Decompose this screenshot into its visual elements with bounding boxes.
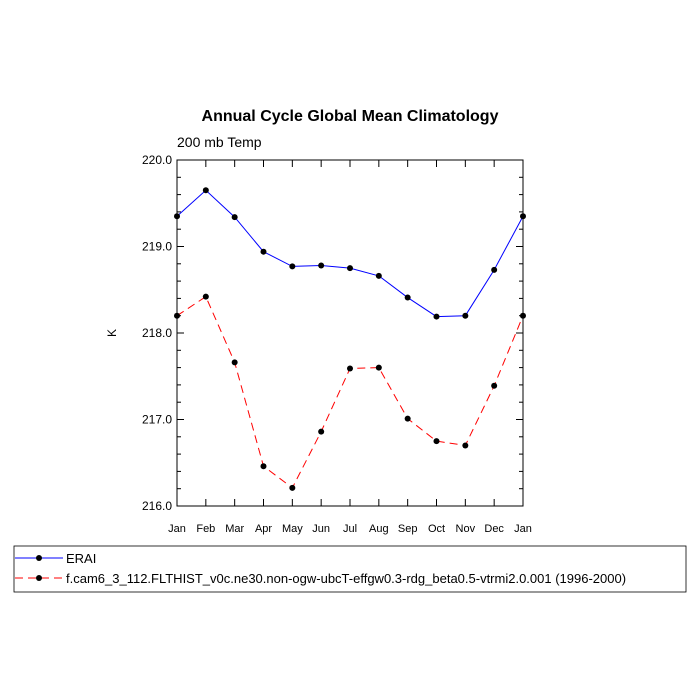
y-tick-label: 218.0: [142, 326, 172, 340]
series-layer: [174, 187, 526, 491]
x-tick-label: May: [282, 523, 303, 535]
x-tick-label: Jan: [514, 523, 532, 535]
series-1-point: [202, 293, 209, 300]
y-tick-label: 219.0: [142, 240, 172, 254]
legend-label-1: f.cam6_3_112.FLTHIST_v0c.ne30.non-ogw-ub…: [66, 571, 626, 586]
x-tick-label: Mar: [225, 523, 244, 535]
series-0-point: [520, 213, 526, 220]
series-1-point: [231, 359, 238, 366]
y-tick-label: 216.0: [142, 499, 172, 513]
x-tick-label: Dec: [484, 523, 504, 535]
series-1-point: [520, 312, 526, 319]
x-tick-label: Oct: [428, 523, 445, 535]
x-tick-label: Apr: [255, 523, 272, 535]
series-0-point: [491, 266, 498, 273]
series-0-point: [318, 262, 325, 269]
series-1-point: [260, 463, 267, 470]
x-tick-label: Feb: [196, 523, 215, 535]
axis-ticks: 216.0 217.0 218.0 219.0 220.0 Jan Feb Mar Apr May…: [142, 153, 532, 535]
chart-subtitle: 200 mb Temp: [177, 134, 262, 150]
series-line-1: [176, 295, 524, 489]
x-tick-label: Nov: [456, 523, 476, 535]
legend-marker-1: [36, 575, 42, 581]
series-1-point: [433, 438, 440, 445]
series-1-point: [318, 428, 325, 435]
legend: ERAI f.cam6_3_112.FLTHIST_v0c.ne30.non-og…: [15, 551, 626, 586]
series-0-point: [347, 265, 353, 272]
series-0-point: [462, 312, 469, 319]
y-tick-label: 220.0: [142, 153, 172, 167]
series-0-point: [260, 248, 267, 255]
series-0-point: [433, 313, 440, 320]
series-1-point: [404, 415, 411, 422]
x-tick-label: Jan: [168, 523, 186, 535]
series-line-0: [176, 189, 524, 318]
series-0-point: [404, 294, 411, 301]
series-1-point: [347, 365, 353, 372]
series-1-point: [491, 382, 498, 389]
series-1-point: [462, 442, 469, 449]
x-tick-label: Jun: [312, 523, 330, 535]
x-tick-label: Jul: [343, 523, 357, 535]
series-0-point: [231, 214, 238, 221]
legend-box: [13, 545, 687, 593]
legend-label-0: ERAI: [66, 551, 96, 566]
y-axis-label: K: [105, 329, 119, 337]
series-0-point: [202, 187, 209, 194]
series-1-point: [174, 312, 180, 319]
y-tick-label: 217.0: [142, 413, 172, 427]
x-tick-label: Sep: [398, 523, 418, 535]
series-1-point: [289, 484, 296, 491]
series-0-point: [289, 263, 296, 270]
series-0-point: [375, 272, 382, 279]
chart-title: Annual Cycle Global Mean Climatology: [202, 108, 499, 125]
x-tick-label: Aug: [369, 523, 389, 535]
series-0-point: [174, 213, 180, 220]
legend-marker-0: [36, 555, 42, 561]
series-1-point: [375, 364, 382, 371]
